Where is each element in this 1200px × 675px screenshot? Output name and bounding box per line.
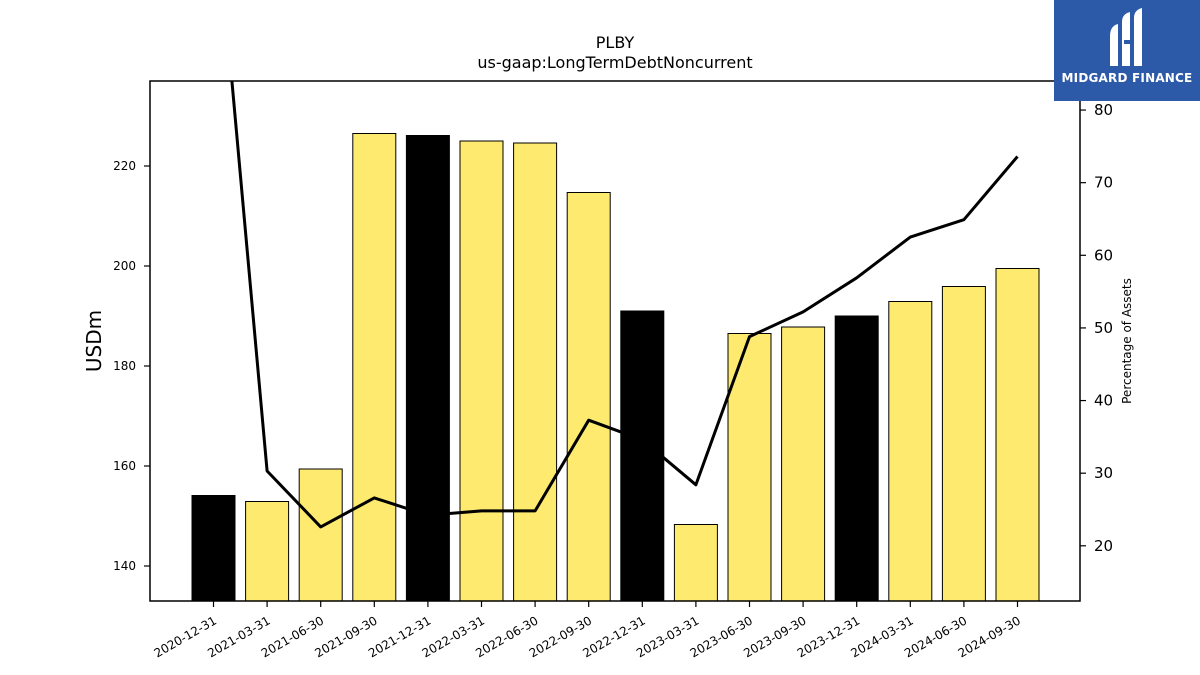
bar-2024-06-30 bbox=[941, 286, 986, 602]
bar-2020-12-31 bbox=[191, 495, 236, 602]
y-tick-label: 160 bbox=[113, 459, 136, 473]
y2-tick-label: 80 bbox=[1094, 101, 1113, 119]
y-tick-label: 200 bbox=[113, 259, 136, 273]
bar-2024-03-31 bbox=[888, 301, 933, 602]
midgard-finance-logo: MIDGARD FINANCE bbox=[1054, 0, 1200, 101]
bar-2021-12-31 bbox=[405, 135, 450, 602]
chart-subtitle: us-gaap:LongTermDebtNoncurrent bbox=[477, 53, 752, 72]
y-tick-label: 140 bbox=[113, 559, 136, 573]
percentage-line bbox=[230, 80, 1019, 529]
y-tick-label: 180 bbox=[113, 359, 136, 373]
y-tick-label: 220 bbox=[113, 159, 136, 173]
y2-axis-ticks: 20 30 40 50 60 70 80 bbox=[1080, 101, 1113, 555]
bar-2023-09-30 bbox=[781, 326, 826, 602]
y-axis-label: USDm bbox=[82, 310, 106, 372]
bar-2022-12-31 bbox=[620, 310, 665, 602]
bar-2021-06-30 bbox=[298, 468, 343, 602]
logo-text: MIDGARD FINANCE bbox=[1061, 71, 1193, 85]
bar-2022-09-30 bbox=[566, 192, 611, 602]
bar-2023-06-30 bbox=[727, 333, 772, 602]
bar-2022-03-31 bbox=[459, 140, 504, 602]
bar-2023-03-31 bbox=[673, 524, 718, 602]
y2-tick-label: 20 bbox=[1094, 537, 1113, 555]
y2-tick-label: 40 bbox=[1094, 392, 1113, 410]
chart-title: PLBY bbox=[596, 33, 635, 52]
logo-mark-icon bbox=[1110, 8, 1142, 66]
x-axis-ticks: 2020-12-312021-03-312021-06-302021-09-30… bbox=[152, 601, 1023, 660]
y2-tick-label: 60 bbox=[1094, 246, 1113, 264]
y2-axis-label: Percentage of Assets bbox=[1120, 278, 1134, 404]
bar-2023-12-31 bbox=[834, 315, 879, 602]
bar-2024-09-30 bbox=[995, 268, 1040, 602]
y2-tick-label: 70 bbox=[1094, 174, 1113, 192]
bar-2022-06-30 bbox=[513, 142, 558, 602]
y-axis-ticks: 140 160 180 200 220 bbox=[113, 159, 150, 573]
plot-frame bbox=[149, 80, 1081, 602]
y2-tick-label: 30 bbox=[1094, 464, 1113, 482]
y2-tick-label: 50 bbox=[1094, 319, 1113, 337]
bar-2021-09-30 bbox=[352, 133, 397, 602]
bar-2021-03-31 bbox=[245, 501, 290, 602]
bars-group bbox=[191, 133, 1040, 602]
